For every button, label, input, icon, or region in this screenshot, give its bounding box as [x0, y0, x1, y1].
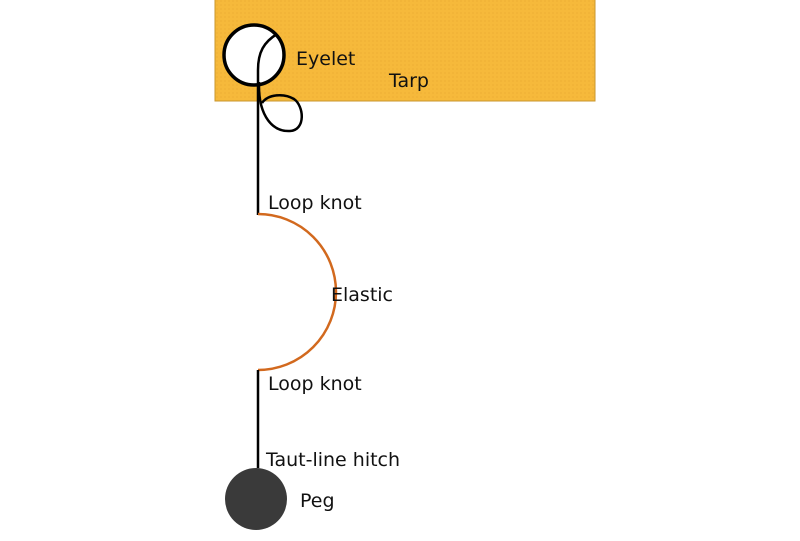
- cord-loop: [257, 81, 303, 133]
- label-tarp: Tarp: [389, 70, 429, 92]
- label-eyelet: Eyelet: [296, 48, 356, 70]
- label-taut-line-hitch: Taut-line hitch: [266, 449, 401, 471]
- label-peg: Peg: [300, 490, 335, 512]
- elastic-cord: [257, 212, 338, 372]
- guyline-upper-cord: [256, 32, 278, 215]
- label-elastic: Elastic: [331, 284, 394, 306]
- peg: [225, 468, 287, 530]
- label-loop-knot-bottom: Loop knot: [268, 373, 362, 395]
- label-loop-knot-top: Loop knot: [268, 192, 362, 214]
